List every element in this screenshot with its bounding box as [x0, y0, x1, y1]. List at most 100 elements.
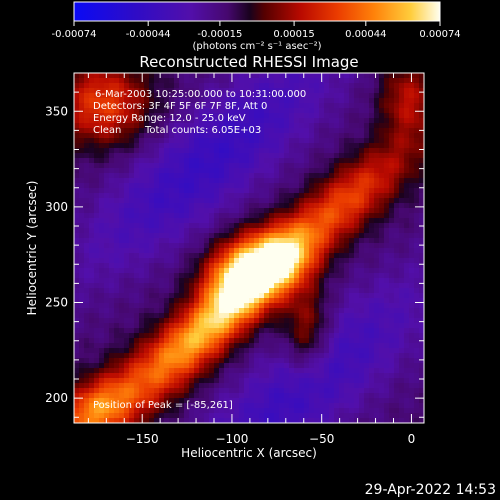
- heatmap-cell: [319, 213, 325, 219]
- heatmap-cell: [189, 263, 195, 269]
- heatmap-cell: [389, 83, 395, 89]
- heatmap-cell: [109, 383, 115, 389]
- heatmap-cell: [304, 173, 310, 179]
- heatmap-cell: [274, 418, 280, 423]
- heatmap-cell: [284, 123, 290, 129]
- heatmap-cell: [119, 233, 125, 239]
- heatmap-cell: [324, 283, 330, 289]
- heatmap-cell: [329, 253, 335, 259]
- heatmap-cell: [354, 223, 360, 229]
- heatmap-cell: [329, 313, 335, 319]
- heatmap-cell: [269, 163, 275, 169]
- heatmap-cell: [74, 313, 80, 319]
- heatmap-cell: [79, 183, 85, 189]
- heatmap-cell: [129, 278, 135, 284]
- heatmap-cell: [244, 413, 250, 419]
- heatmap-cell: [104, 243, 110, 249]
- colorbar-strip: [73, 1, 441, 22]
- heatmap-cell: [344, 268, 350, 274]
- heatmap-cell: [159, 268, 165, 274]
- heatmap-cell: [79, 128, 85, 134]
- colorbar-tick-label: 0.00044: [345, 29, 386, 40]
- heatmap-cell: [344, 248, 350, 254]
- heatmap-cell: [74, 258, 80, 264]
- heatmap-cell: [149, 213, 155, 219]
- heatmap-cell: [144, 183, 150, 189]
- heatmap-cell: [354, 243, 360, 249]
- heatmap-cell: [279, 268, 285, 274]
- heatmap-cell: [184, 133, 190, 139]
- heatmap-cell: [394, 228, 400, 234]
- heatmap-cell: [274, 298, 280, 304]
- heatmap-cell: [84, 83, 90, 89]
- heatmap-cell: [399, 188, 405, 194]
- heatmap-cell: [169, 158, 175, 164]
- heatmap-cell: [339, 233, 345, 239]
- heatmap-cell: [209, 408, 215, 414]
- heatmap-cell: [309, 353, 315, 359]
- heatmap-cell: [339, 348, 345, 354]
- heatmap-cell: [224, 113, 230, 119]
- heatmap-cell: [159, 333, 165, 339]
- heatmap-cell: [314, 303, 320, 309]
- heatmap-cell: [244, 338, 250, 344]
- heatmap-cell: [174, 353, 180, 359]
- heatmap-cell: [299, 163, 305, 169]
- heatmap-cell: [129, 368, 135, 374]
- heatmap-cell: [399, 318, 405, 324]
- heatmap-cell: [144, 328, 150, 334]
- heatmap-cell: [269, 153, 275, 159]
- heatmap-cell: [74, 138, 80, 144]
- heatmap-cell: [334, 343, 340, 349]
- heatmap-cell: [264, 378, 270, 384]
- heatmap-cell: [354, 418, 360, 423]
- heatmap-cell: [194, 348, 200, 354]
- heatmap-cell: [259, 318, 265, 324]
- heatmap-cell: [394, 238, 400, 244]
- heatmap-cell: [179, 403, 185, 409]
- heatmap-cell: [274, 243, 280, 249]
- heatmap-cell: [404, 163, 410, 169]
- heatmap-cell: [154, 243, 160, 249]
- heatmap-cell: [414, 328, 420, 334]
- heatmap-cell: [109, 78, 115, 84]
- heatmap-cell: [174, 243, 180, 249]
- heatmap-cell: [229, 298, 235, 304]
- heatmap-cell: [369, 338, 375, 344]
- heatmap-cell: [299, 398, 305, 404]
- heatmap-cell: [409, 338, 415, 344]
- heatmap-cell: [414, 318, 420, 324]
- heatmap-cell: [394, 98, 400, 104]
- heatmap-cell: [319, 298, 325, 304]
- heatmap-cell: [309, 173, 315, 179]
- heatmap-cell: [304, 328, 310, 334]
- heatmap-cell: [379, 88, 385, 94]
- heatmap-cell: [399, 158, 405, 164]
- heatmap-cell: [279, 278, 285, 284]
- heatmap-cell: [359, 238, 365, 244]
- heatmap-cell: [109, 278, 115, 284]
- heatmap-cell: [369, 193, 375, 199]
- heatmap-cell: [184, 113, 190, 119]
- heatmap-cell: [284, 203, 290, 209]
- heatmap-cell: [289, 93, 295, 99]
- heatmap-cell: [279, 383, 285, 389]
- heatmap-cell: [404, 188, 410, 194]
- heatmap-cell: [364, 83, 370, 89]
- heatmap-cell: [119, 258, 125, 264]
- heatmap-cell: [204, 378, 210, 384]
- heatmap-cell: [409, 238, 415, 244]
- heatmap-cell: [294, 193, 300, 199]
- heatmap-cell: [234, 318, 240, 324]
- heatmap-cell: [309, 408, 315, 414]
- heatmap-cell: [359, 158, 365, 164]
- heatmap-cell: [354, 268, 360, 274]
- heatmap-cell: [94, 108, 100, 114]
- heatmap-cell: [79, 313, 85, 319]
- heatmap-cell: [304, 238, 310, 244]
- heatmap-cell: [404, 263, 410, 269]
- heatmap-cell: [324, 233, 330, 239]
- heatmap-cell: [219, 253, 225, 259]
- heatmap-cell: [239, 278, 245, 284]
